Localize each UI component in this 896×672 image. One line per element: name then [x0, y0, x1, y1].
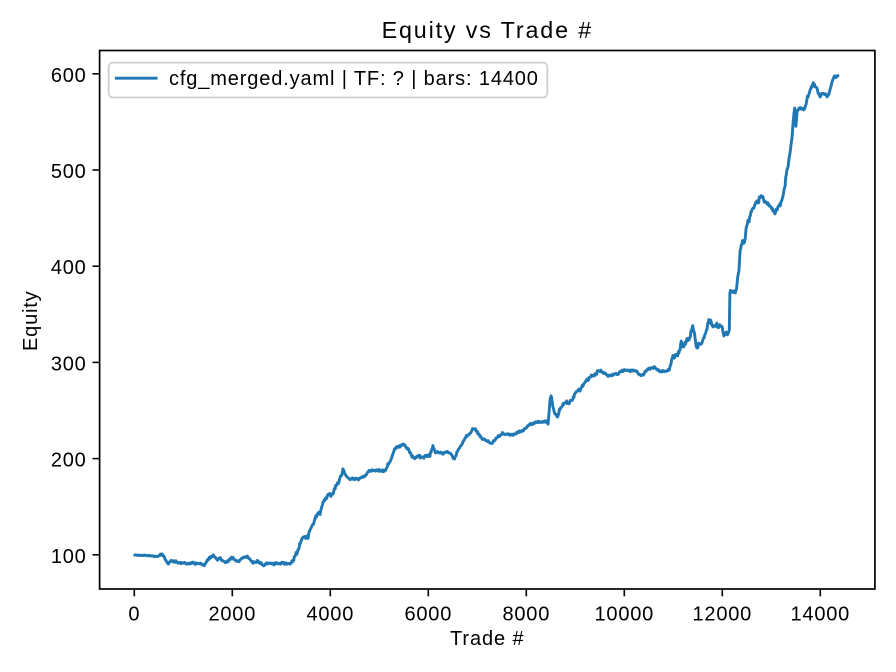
svg-text:14000: 14000	[790, 603, 850, 625]
svg-text:Equity vs Trade #: Equity vs Trade #	[382, 17, 593, 43]
svg-text:500: 500	[51, 161, 87, 183]
svg-text:Equity: Equity	[20, 291, 42, 351]
svg-text:Trade #: Trade #	[450, 628, 524, 650]
svg-text:4000: 4000	[306, 603, 354, 625]
svg-text:300: 300	[51, 353, 87, 375]
svg-text:10000: 10000	[594, 603, 654, 625]
svg-text:6000: 6000	[404, 603, 452, 625]
svg-text:400: 400	[51, 257, 87, 279]
svg-text:cfg_merged.yaml | TF: ? | bars: cfg_merged.yaml | TF: ? | bars: 14400	[169, 68, 539, 90]
svg-text:8000: 8000	[502, 603, 550, 625]
svg-text:600: 600	[51, 65, 87, 87]
svg-text:100: 100	[51, 546, 87, 568]
svg-text:0: 0	[128, 603, 140, 625]
svg-text:200: 200	[51, 450, 87, 472]
svg-text:12000: 12000	[692, 603, 752, 625]
svg-text:2000: 2000	[208, 603, 256, 625]
